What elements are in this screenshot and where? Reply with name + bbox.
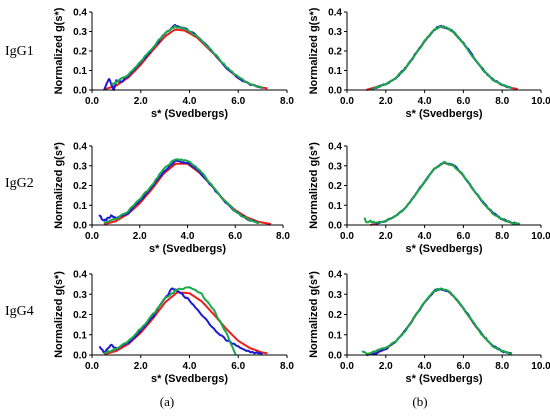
y-tick-label: 0.1 [73,201,87,212]
y-tick-label: 0.3 [328,161,342,172]
y-axis-label: Normalized g(s*) [53,271,65,358]
y-tick-label: 0.3 [328,290,342,301]
column-label-b: (b) [412,394,427,409]
y-tick-label: 0.0 [328,221,342,232]
y-tick-label: 0.2 [73,47,87,58]
chart-panel-6: 0.0 2.0 4.0 6.0 8.0 10.0 0.0 0.1 0.2 0.3 0.4 s* (Sv… [308,270,550,386]
row-label-igg2: IgG2 [5,176,34,191]
y-tick-label: 0.0 [73,86,87,97]
series-line-green [361,287,513,355]
y-tick-label: 0.2 [73,181,87,192]
x-tick-label: 10.0 [531,361,550,372]
series-line-green [371,25,513,90]
x-tick-label: 4.0 [418,96,432,107]
series-line-red [103,291,268,356]
x-tick-label: 6.0 [228,231,242,242]
series-line-green [110,24,263,89]
y-tick-label: 0.1 [73,66,87,77]
series-line-green [103,158,260,224]
y-axis-label: Normalized g(s*) [53,7,65,94]
row-label-igg1: IgG1 [5,44,34,59]
series-line-red [366,288,513,356]
x-tick-label: 0.0 [85,96,99,107]
x-tick-label: 4.0 [183,96,197,107]
x-tick-label: 0.0 [340,96,354,107]
x-tick-label: 6.0 [456,231,470,242]
x-axis-label: s* (Svedbergs) [405,108,482,120]
x-axis-label: s* (Svedbergs) [405,373,482,385]
x-axis-label: s* (Svedbergs) [151,373,228,385]
x-tick-label: 2.0 [379,361,393,372]
x-tick-label: 8.0 [495,361,509,372]
column-label-a: (a) [160,394,174,409]
y-tick-label: 0.1 [328,201,342,212]
x-tick-label: 6.0 [231,361,245,372]
y-tick-label: 0.0 [328,86,342,97]
y-tick-label: 0.2 [328,47,342,58]
x-tick-label: 2.0 [134,96,148,107]
x-tick-label: 4.0 [183,361,197,372]
x-tick-label: 6.0 [456,361,470,372]
y-tick-label: 0.1 [73,330,87,341]
chart-panel-1: 0.0 2.0 4.0 6.0 8.0 0.0 0.1 0.2 0.3 0.4 s* (Svedbe… [53,7,294,120]
y-tick-label: 0.2 [328,310,342,321]
y-axis-label: Normalized g(s*) [308,7,320,94]
x-tick-label: 2.0 [379,231,393,242]
x-tick-label: 2.0 [379,96,393,107]
row-label-igg4: IgG4 [5,304,34,319]
y-tick-label: 0.3 [328,27,342,38]
y-tick-label: 0.0 [328,351,342,362]
y-tick-label: 0.4 [328,270,342,281]
x-tick-label: 6.0 [456,96,470,107]
x-axis-label: s* (Svedbergs) [149,243,226,255]
y-tick-label: 0.3 [73,290,87,301]
x-tick-label: 8.0 [280,96,294,107]
series-line-green [363,160,521,226]
x-tick-label: 0.0 [85,361,99,372]
x-tick-label: 2.0 [134,361,148,372]
x-tick-label: 8.0 [276,231,290,242]
y-axis-label: Normalized g(s*) [308,142,320,229]
x-tick-label: 4.0 [418,231,432,242]
y-axis-label: Normalized g(s*) [53,142,65,229]
y-tick-label: 0.2 [73,310,87,321]
x-tick-label: 8.0 [495,96,509,107]
y-axis-label: Normalized g(s*) [308,271,320,358]
y-tick-label: 0.4 [73,8,87,19]
chart-panel-3: 0.0 2.0 4.0 6.0 8.0 0.0 0.1 0.2 0.3 0.4 s* (Svedbe… [53,142,290,256]
x-tick-label: 10.0 [531,96,550,107]
x-tick-label: 8.0 [495,231,509,242]
chart-panels: 0.0 2.0 4.0 6.0 8.0 0.0 0.1 0.2 0.3 0.4 s* (Svedbe… [53,7,550,385]
y-tick-label: 0.1 [328,330,342,341]
y-tick-label: 0.1 [328,66,342,77]
y-tick-label: 0.4 [73,270,87,281]
x-axis-label: s* (Svedbergs) [405,243,482,255]
chart-panel-4: 0.0 2.0 4.0 6.0 8.0 10.0 0.0 0.1 0.2 0.3 0.4 s* (Sv… [308,142,550,256]
series-line-green [103,286,237,356]
x-tick-label: 6.0 [231,96,245,107]
y-tick-label: 0.2 [328,181,342,192]
x-tick-label: 4.0 [418,361,432,372]
y-tick-label: 0.4 [328,8,342,19]
chart-panel-5: 0.0 2.0 4.0 6.0 8.0 0.0 0.1 0.2 0.3 0.4 s* (Svedbe… [53,270,294,386]
x-tick-label: 0.0 [340,361,354,372]
y-tick-label: 0.4 [328,142,342,153]
series-line-blue [103,23,263,91]
y-tick-label: 0.0 [73,351,87,362]
x-tick-label: 0.0 [85,231,99,242]
x-tick-label: 8.0 [280,361,294,372]
x-axis-label: s* (Svedbergs) [151,108,228,120]
y-tick-label: 0.0 [73,221,87,232]
series-line-blue [366,288,513,356]
y-tick-label: 0.4 [73,142,87,153]
x-tick-label: 2.0 [133,231,147,242]
x-tick-label: 10.0 [531,231,550,242]
chart-panel-2: 0.0 2.0 4.0 6.0 8.0 10.0 0.0 0.1 0.2 0.3 0.4 s* (Sv… [308,7,550,120]
y-tick-label: 0.3 [73,27,87,38]
series-line-red [103,162,272,226]
x-tick-label: 0.0 [340,231,354,242]
y-tick-label: 0.3 [73,161,87,172]
x-tick-label: 4.0 [181,231,195,242]
